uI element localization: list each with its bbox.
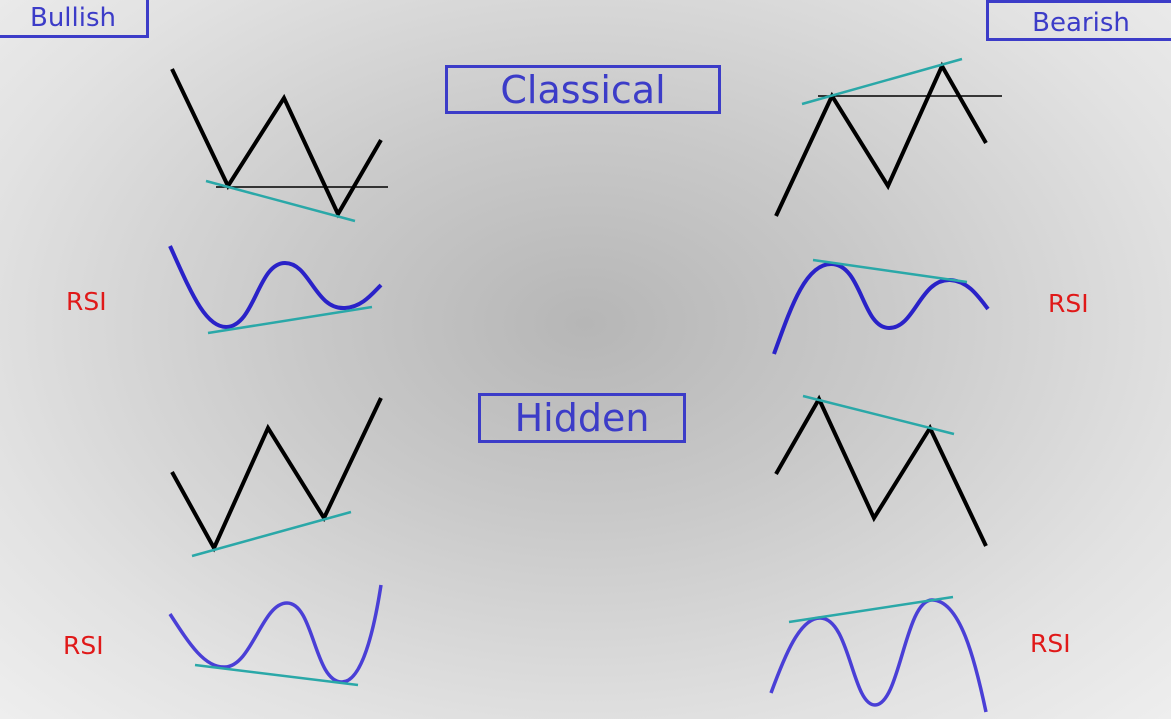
classical-label: Classical xyxy=(500,67,666,112)
trend-line xyxy=(802,394,955,436)
bearish-hidden-rsi xyxy=(769,595,988,713)
trend-line xyxy=(194,663,359,687)
rsi-curve xyxy=(769,598,988,713)
price-zigzag xyxy=(170,68,383,219)
bullish-label-box: Bullish xyxy=(0,0,149,38)
price-zigzag xyxy=(774,61,988,217)
classical-label-box: Classical xyxy=(445,65,721,114)
rsi-curve xyxy=(772,261,990,355)
bearish-label: Bearish xyxy=(1032,7,1130,38)
rsi-label-bullish-hidden: RSI xyxy=(63,631,104,660)
rsi-label-bearish-hidden: RSI xyxy=(1030,629,1071,658)
trend-line xyxy=(812,258,968,284)
bullish-label: Bullish xyxy=(29,2,116,33)
rsi-label-bullish-classical: RSI xyxy=(66,287,107,316)
hidden-label: Hidden xyxy=(514,396,650,440)
trend-line xyxy=(788,595,954,624)
bullish-classical-price xyxy=(170,68,388,223)
bullish-hidden-price xyxy=(170,397,383,558)
rsi-curve xyxy=(168,245,383,330)
trend-line xyxy=(801,57,963,106)
trend-line xyxy=(191,510,352,558)
rsi-label-bearish-classical: RSI xyxy=(1048,289,1089,318)
hidden-label-box: Hidden xyxy=(478,393,686,443)
bearish-label-box: Bearish xyxy=(986,0,1171,41)
bullish-hidden-rsi xyxy=(168,584,383,687)
price-zigzag xyxy=(170,397,383,553)
bearish-classical-rsi xyxy=(772,258,990,355)
price-zigzag xyxy=(774,394,988,547)
trend-line xyxy=(205,179,356,223)
bullish-classical-rsi xyxy=(168,245,383,335)
bearish-hidden-price xyxy=(774,394,988,547)
rsi-curve xyxy=(168,584,383,684)
trend-line xyxy=(207,305,373,335)
bearish-classical-price xyxy=(774,57,1002,217)
